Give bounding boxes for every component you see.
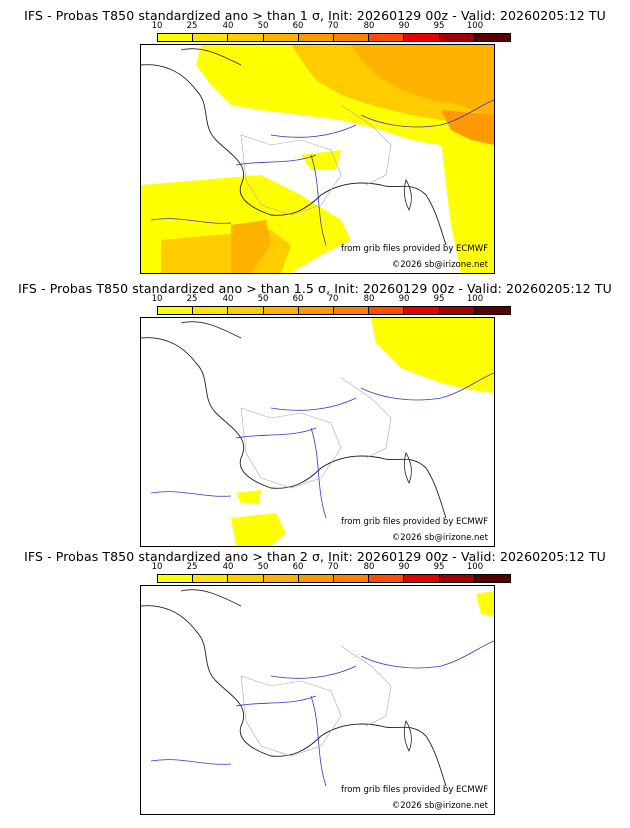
scale-label: 80 xyxy=(363,21,375,31)
scale-label: 25 xyxy=(186,294,198,304)
map-panel-3: IFS - Probas T850 standardized ano > tha… xyxy=(0,549,630,819)
scale-swatch xyxy=(369,307,405,314)
scale-label: 90 xyxy=(398,21,410,31)
scale-swatch xyxy=(439,307,475,314)
scale-label: 100 xyxy=(466,21,484,31)
scale-label: 90 xyxy=(398,562,410,572)
scale-label: 50 xyxy=(257,21,269,31)
scale-label: 50 xyxy=(257,562,269,572)
scale-swatch xyxy=(263,34,299,41)
scale-swatch xyxy=(474,34,510,41)
probability-map: from grib files provided by ECMWF ©2026 … xyxy=(140,585,495,815)
scale-swatch xyxy=(193,575,229,582)
map-graphic xyxy=(141,318,494,546)
scale-swatch xyxy=(474,307,510,314)
scale-swatch xyxy=(298,307,334,314)
color-scale-bar xyxy=(157,574,511,583)
scale-swatch xyxy=(158,575,194,582)
scale-swatch xyxy=(404,575,440,582)
copyright: ©2026 sb@irizone.net xyxy=(391,533,488,543)
scale-swatch xyxy=(333,34,370,41)
scale-swatch xyxy=(369,575,405,582)
scale-swatch xyxy=(228,34,264,41)
probability-map: from grib files provided by ECMWF ©2026 … xyxy=(140,317,495,547)
scale-label: 95 xyxy=(433,294,445,304)
scale-label: 10 xyxy=(151,21,163,31)
scale-swatch xyxy=(404,307,440,314)
scale-label: 60 xyxy=(292,294,304,304)
color-scale-labels: 10 25 40 50 60 70 80 90 95 100 xyxy=(140,294,496,304)
scale-swatch xyxy=(474,575,510,582)
color-scale-labels: 10 25 40 50 60 70 80 90 95 100 xyxy=(140,562,496,572)
scale-swatch xyxy=(404,34,440,41)
scale-swatch xyxy=(298,34,334,41)
scale-swatch xyxy=(333,575,370,582)
map-panel-2: IFS - Probas T850 standardized ano > tha… xyxy=(0,281,630,551)
scale-label: 60 xyxy=(292,562,304,572)
map-graphic xyxy=(141,45,494,273)
color-scale-bar xyxy=(157,306,511,315)
scale-swatch xyxy=(263,575,299,582)
scale-swatch xyxy=(333,307,370,314)
scale-label: 60 xyxy=(292,21,304,31)
scale-label: 40 xyxy=(222,294,234,304)
data-source-credit: from grib files provided by ECMWF xyxy=(341,244,488,254)
scale-swatch xyxy=(228,307,264,314)
scale-label: 80 xyxy=(363,294,375,304)
scale-label: 40 xyxy=(222,562,234,572)
panel-title: IFS - Probas T850 standardized ano > tha… xyxy=(24,549,606,564)
color-scale-labels: 10 25 40 50 60 70 80 90 95 100 xyxy=(140,21,496,31)
scale-label: 80 xyxy=(363,562,375,572)
scale-label: 50 xyxy=(257,294,269,304)
scale-swatch xyxy=(193,307,229,314)
map-graphic xyxy=(141,589,494,787)
color-scale-bar xyxy=(157,33,511,42)
data-source-credit: from grib files provided by ECMWF xyxy=(341,517,488,527)
map-panel-1: IFS - Probas T850 standardized ano > tha… xyxy=(0,8,630,278)
scale-label: 70 xyxy=(327,294,339,304)
scale-label: 95 xyxy=(433,562,445,572)
scale-swatch xyxy=(439,34,475,41)
scale-label: 70 xyxy=(327,21,339,31)
panel-title: IFS - Probas T850 standardized ano > tha… xyxy=(18,281,612,296)
scale-label: 100 xyxy=(466,562,484,572)
scale-swatch xyxy=(263,307,299,314)
scale-label: 90 xyxy=(398,294,410,304)
panel-title: IFS - Probas T850 standardized ano > tha… xyxy=(24,8,606,23)
scale-label: 70 xyxy=(327,562,339,572)
scale-label: 10 xyxy=(151,294,163,304)
scale-label: 95 xyxy=(433,21,445,31)
scale-label: 10 xyxy=(151,562,163,572)
scale-label: 40 xyxy=(222,21,234,31)
scale-swatch xyxy=(158,34,194,41)
scale-label: 100 xyxy=(466,294,484,304)
copyright: ©2026 sb@irizone.net xyxy=(391,801,488,811)
scale-swatch xyxy=(228,575,264,582)
data-source-credit: from grib files provided by ECMWF xyxy=(341,785,488,795)
scale-swatch xyxy=(369,34,405,41)
scale-swatch xyxy=(439,575,475,582)
scale-label: 25 xyxy=(186,562,198,572)
scale-label: 25 xyxy=(186,21,198,31)
copyright: ©2026 sb@irizone.net xyxy=(391,260,488,270)
probability-map: from grib files provided by ECMWF ©2026 … xyxy=(140,44,495,274)
scale-swatch xyxy=(298,575,334,582)
scale-swatch xyxy=(193,34,229,41)
scale-swatch xyxy=(158,307,194,314)
